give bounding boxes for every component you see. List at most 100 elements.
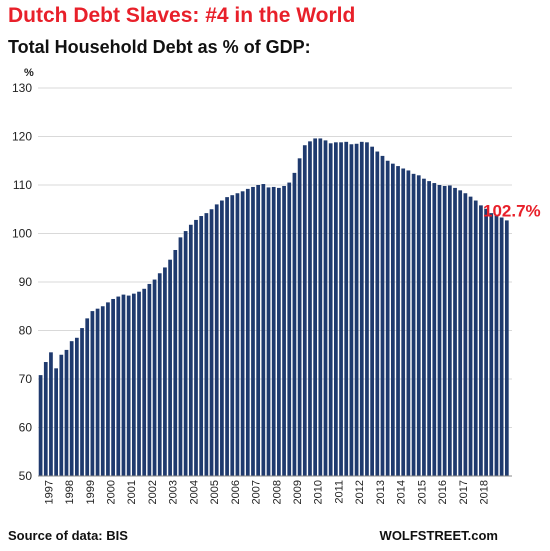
bar bbox=[318, 138, 323, 476]
x-tick-label: 2004 bbox=[188, 480, 200, 504]
bar bbox=[168, 259, 172, 476]
bar bbox=[339, 142, 343, 476]
bar bbox=[323, 140, 328, 476]
bar bbox=[106, 302, 110, 476]
bar bbox=[240, 191, 245, 476]
bar bbox=[458, 190, 463, 476]
x-tick-label: 2002 bbox=[147, 480, 159, 504]
bar bbox=[183, 231, 188, 476]
x-tick-label: 2013 bbox=[375, 480, 387, 504]
bar bbox=[427, 181, 431, 476]
bar bbox=[401, 168, 406, 476]
x-tick-label: 2005 bbox=[209, 480, 221, 504]
x-tick-label: 2016 bbox=[437, 480, 449, 504]
bar bbox=[463, 193, 468, 476]
bar bbox=[173, 249, 178, 476]
bar bbox=[131, 293, 136, 476]
bar bbox=[43, 362, 48, 476]
bar bbox=[142, 288, 147, 476]
bar bbox=[261, 184, 266, 476]
bar bbox=[468, 196, 473, 476]
bar bbox=[54, 368, 58, 476]
x-tick-label: 2018 bbox=[479, 480, 491, 504]
bar bbox=[188, 224, 193, 476]
bar bbox=[225, 197, 229, 476]
bar bbox=[157, 273, 162, 476]
bar bbox=[111, 298, 115, 476]
y-tick-label: 80 bbox=[19, 324, 33, 338]
bar bbox=[416, 175, 421, 477]
bar bbox=[473, 200, 478, 476]
x-tick-label: 2015 bbox=[416, 480, 428, 504]
bar bbox=[499, 217, 504, 476]
bar bbox=[214, 204, 219, 476]
x-tick-label: 2001 bbox=[126, 480, 138, 504]
x-tick-label: 2003 bbox=[168, 480, 180, 504]
bar bbox=[152, 279, 157, 476]
bar bbox=[137, 291, 141, 476]
bar bbox=[147, 283, 152, 476]
bar bbox=[349, 144, 354, 476]
y-tick-label: 50 bbox=[19, 469, 33, 483]
bar bbox=[121, 294, 126, 476]
x-tick-label: 1999 bbox=[85, 480, 97, 504]
bar bbox=[422, 178, 426, 476]
bar bbox=[245, 188, 250, 476]
bar bbox=[302, 145, 307, 477]
bar bbox=[442, 185, 447, 476]
bar bbox=[344, 141, 349, 476]
x-tick-label: 2008 bbox=[271, 480, 283, 504]
bar bbox=[370, 146, 374, 476]
bar bbox=[365, 142, 369, 476]
bar bbox=[209, 209, 214, 476]
bar bbox=[256, 185, 261, 476]
x-tick-label: 2011 bbox=[333, 480, 345, 504]
bar bbox=[271, 186, 276, 476]
bar bbox=[194, 219, 198, 477]
bar bbox=[220, 200, 224, 476]
bar bbox=[359, 141, 364, 476]
bar bbox=[489, 213, 494, 476]
chart-title: Dutch Debt Slaves: #4 in the World bbox=[8, 4, 356, 27]
y-tick-label: 100 bbox=[12, 227, 32, 241]
bar bbox=[494, 215, 499, 476]
bar bbox=[64, 349, 69, 476]
bar bbox=[85, 318, 90, 476]
source-note: Source of data: BIS bbox=[8, 528, 128, 543]
bar bbox=[334, 142, 338, 476]
bar bbox=[385, 160, 390, 476]
x-tick-label: 2007 bbox=[251, 480, 263, 504]
bar bbox=[479, 205, 483, 476]
bar bbox=[380, 155, 385, 476]
brand-logo-text: WOLFSTREET.com bbox=[379, 528, 498, 543]
y-tick-label: 60 bbox=[19, 421, 33, 435]
x-tick-label: 2006 bbox=[230, 480, 242, 504]
bar bbox=[484, 208, 488, 476]
x-tick-label: 2009 bbox=[292, 480, 304, 504]
x-tick-label: 2012 bbox=[354, 480, 366, 504]
x-tick-label: 1998 bbox=[64, 480, 76, 504]
bar bbox=[126, 295, 131, 476]
bar bbox=[292, 172, 297, 476]
bar bbox=[80, 328, 84, 476]
bar bbox=[95, 308, 100, 476]
bar bbox=[100, 306, 105, 476]
bar bbox=[277, 187, 281, 476]
y-tick-label: 110 bbox=[13, 178, 32, 192]
bar bbox=[116, 296, 121, 476]
bar bbox=[432, 183, 437, 476]
bar bbox=[437, 185, 442, 476]
x-tick-label: 2017 bbox=[458, 480, 470, 504]
bar bbox=[447, 185, 452, 477]
x-tick-label: 2000 bbox=[106, 480, 118, 504]
bar bbox=[38, 375, 43, 476]
y-tick-label: 130 bbox=[12, 81, 32, 95]
bar bbox=[235, 193, 240, 476]
bar bbox=[375, 151, 380, 476]
bar bbox=[90, 311, 95, 476]
bar bbox=[59, 354, 64, 476]
y-tick-label: 70 bbox=[19, 372, 33, 386]
x-tick-label: 2014 bbox=[396, 480, 408, 504]
bar bbox=[199, 216, 204, 477]
bar bbox=[328, 143, 333, 477]
